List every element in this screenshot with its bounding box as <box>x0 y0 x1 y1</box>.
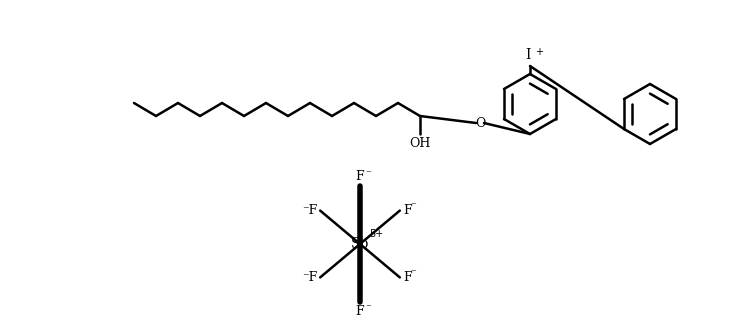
Text: ⁻: ⁻ <box>365 303 371 313</box>
Text: Sb: Sb <box>351 237 369 251</box>
Text: ⁻: ⁻ <box>365 169 371 179</box>
Text: O: O <box>475 117 485 130</box>
Text: ⁻F: ⁻F <box>302 204 317 217</box>
Text: ⁻: ⁻ <box>410 269 416 279</box>
Text: ⁻F: ⁻F <box>302 271 317 284</box>
Text: F: F <box>403 271 411 284</box>
Text: 5+: 5+ <box>369 229 383 239</box>
Text: F: F <box>355 170 364 183</box>
Text: ⁻: ⁻ <box>410 202 416 211</box>
Text: F: F <box>403 204 411 217</box>
Text: +: + <box>535 47 543 57</box>
Text: F: F <box>355 305 364 318</box>
Text: I: I <box>526 48 531 62</box>
Text: OH: OH <box>409 137 431 150</box>
